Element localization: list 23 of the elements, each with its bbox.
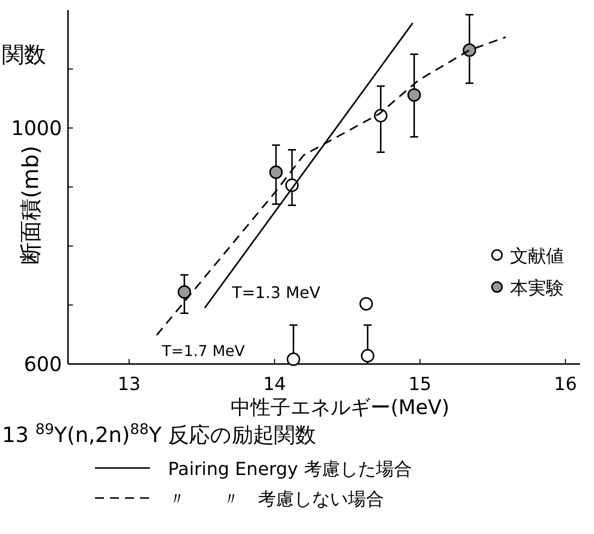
annotation: T=1.3 MeV xyxy=(231,283,320,302)
point xyxy=(178,285,192,299)
point xyxy=(269,166,283,179)
point xyxy=(462,43,476,57)
x-tick-label: 15 xyxy=(408,374,432,395)
y-axis-title: 断面積(mb) xyxy=(19,146,44,264)
legend-label: 文献値 xyxy=(510,246,564,267)
x-tick-label: 13 xyxy=(118,374,141,395)
y-tick-label: 1000 xyxy=(11,116,62,140)
x-tick-label: 16 xyxy=(554,374,577,395)
legend-label: Pairing Energy 考慮した場合 xyxy=(168,459,412,480)
annotation: T=1.7 MeV xyxy=(161,342,246,360)
text: 13 $^{89}$Y(n,2n)$^{88}$Y 反応の励起関数 xyxy=(2,420,316,447)
legend-label: 〃 〃 考慮しない場合 xyxy=(168,489,384,510)
y-tick-label: 600 xyxy=(24,352,62,376)
text: 関数 xyxy=(2,43,46,68)
point xyxy=(407,88,421,102)
x-axis-title: 中性子エネルギー(MeV) xyxy=(230,395,450,419)
legend-label: 本実験 xyxy=(510,278,564,299)
point xyxy=(359,297,373,311)
point xyxy=(286,352,300,366)
point xyxy=(360,348,374,362)
x-tick-label: 14 xyxy=(263,374,286,395)
